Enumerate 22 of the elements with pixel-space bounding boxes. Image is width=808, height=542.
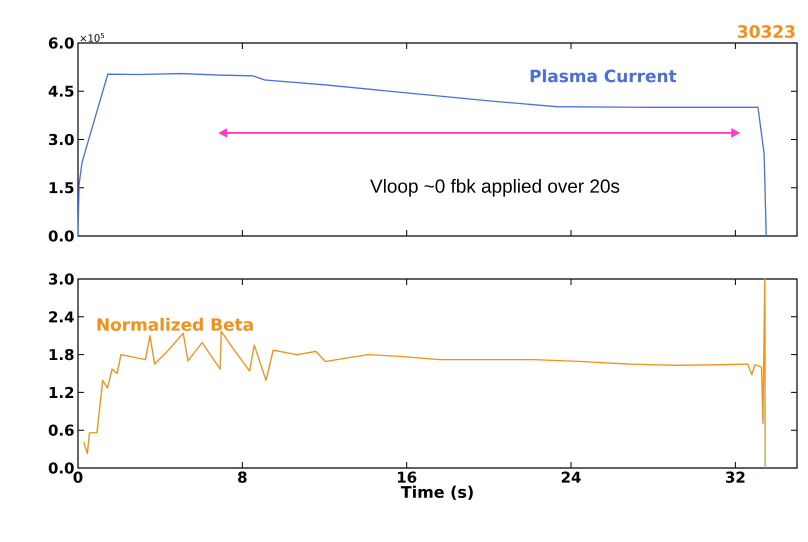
y-tick-label: 4.5 [48, 86, 74, 97]
y-tick-label: 1.5 [50, 182, 74, 194]
y-tick-label: 0.0 [48, 462, 74, 474]
x-axis-title: Time (s) [400, 486, 473, 500]
annotation: Vloop ~0 fbk applied over 20s [370, 178, 620, 197]
text: 30323 [738, 25, 794, 38]
y-tick-label: 1.8 [50, 348, 74, 360]
series-label: Plasma Current [530, 69, 676, 82]
x-tick-label: 0 [74, 472, 82, 483]
y-tick-label: 0.0 [48, 230, 74, 242]
y-tick-label: 6.0 [48, 37, 74, 49]
series-label: Normalized Beta [97, 318, 253, 331]
text: ×10$^{5}$ [80, 32, 104, 42]
x-tick-label: 16 [398, 472, 416, 483]
y-tick-label: 1.2 [50, 386, 74, 398]
y-tick-label: 3.0 [49, 134, 74, 146]
x-tick-label: 24 [562, 472, 581, 483]
x-tick-label: 32 [726, 472, 744, 483]
y-tick-label: 0.6 [48, 424, 74, 436]
x-tick-label: 8 [238, 472, 247, 483]
y-tick-label: 2.4 [49, 311, 74, 322]
y-tick-label: 3.0 [49, 273, 74, 285]
